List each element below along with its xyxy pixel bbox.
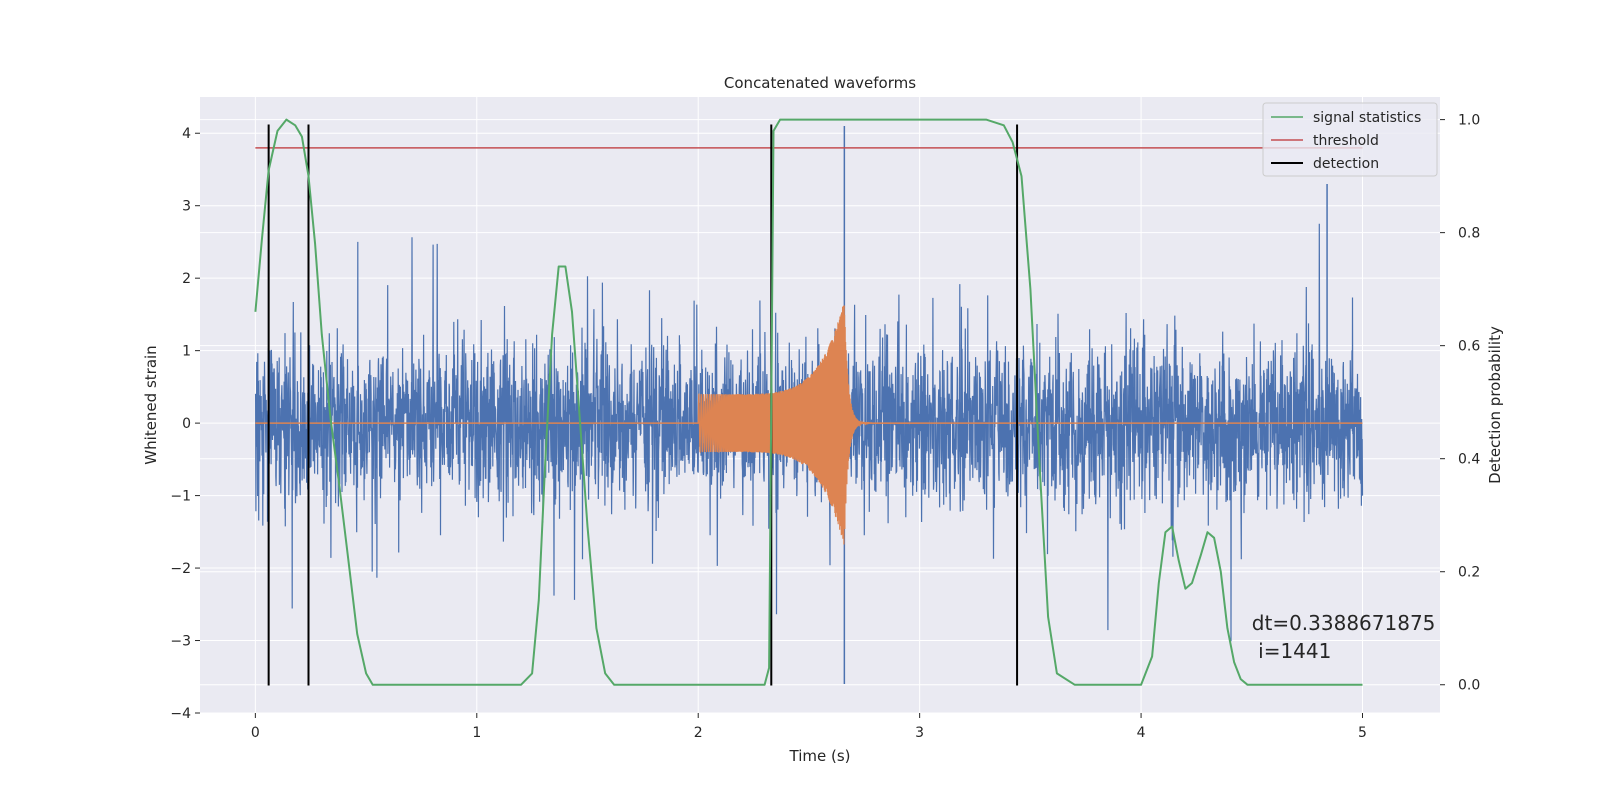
right-y-tick-label: 0.4	[1458, 452, 1480, 468]
y-tick-label: 1	[182, 344, 191, 360]
x-tick-label: 5	[1358, 725, 1367, 741]
y-tick-label: −1	[170, 489, 191, 505]
x-tick-label: 3	[915, 725, 924, 741]
x-axis-ticks: 0 1 2 3 4 5	[251, 713, 1367, 741]
y-tick-label: 4	[182, 126, 191, 142]
injection-chirp	[697, 305, 920, 545]
legend-entry-detection: detection	[1313, 156, 1379, 172]
y-axis-ticks: −4 −3 −2 −1 0 1 2 3 4	[170, 126, 200, 722]
y-axis-title: Whitened strain	[142, 345, 160, 464]
x-tick-label: 4	[1137, 725, 1146, 741]
right-y-tick-label: 0.0	[1458, 678, 1480, 694]
right-y-axis-ticks: 0.0 0.2 0.4 0.6 0.8 1.0	[1440, 113, 1480, 694]
x-tick-label: 1	[472, 725, 481, 741]
right-y-axis-title: Detection probability	[1486, 326, 1504, 484]
right-y-tick-label: 0.2	[1458, 565, 1480, 581]
x-axis-title: Time (s)	[789, 747, 851, 765]
y-tick-label: −3	[170, 634, 191, 650]
x-tick-label: 0	[251, 725, 260, 741]
right-y-tick-label: 0.6	[1458, 339, 1480, 355]
x-tick-label: 2	[694, 725, 703, 741]
signal-statistics-series	[254, 118, 1363, 686]
signal-statistics-line	[254, 118, 1363, 686]
legend: signal statistics threshold detection	[1262, 102, 1438, 177]
grid-lines	[200, 97, 1440, 714]
dt-annotation: dt=0.3388671875	[1252, 611, 1436, 635]
legend-box	[1262, 102, 1438, 177]
right-y-tick-label: 1.0	[1458, 113, 1480, 129]
y-tick-label: 0	[182, 416, 191, 432]
y-tick-label: −4	[170, 706, 191, 722]
legend-entry-threshold: threshold	[1313, 133, 1379, 149]
index-annotation: i=1441	[1252, 639, 1332, 663]
y-tick-label: 3	[182, 199, 191, 215]
y-tick-label: −2	[170, 561, 191, 577]
y-tick-label: 2	[182, 271, 191, 287]
chart-title: Concatenated waveforms	[724, 74, 916, 92]
legend-entry-signal-statistics: signal statistics	[1313, 110, 1421, 126]
injection-series	[255, 305, 1363, 545]
right-y-tick-label: 0.8	[1458, 226, 1480, 242]
